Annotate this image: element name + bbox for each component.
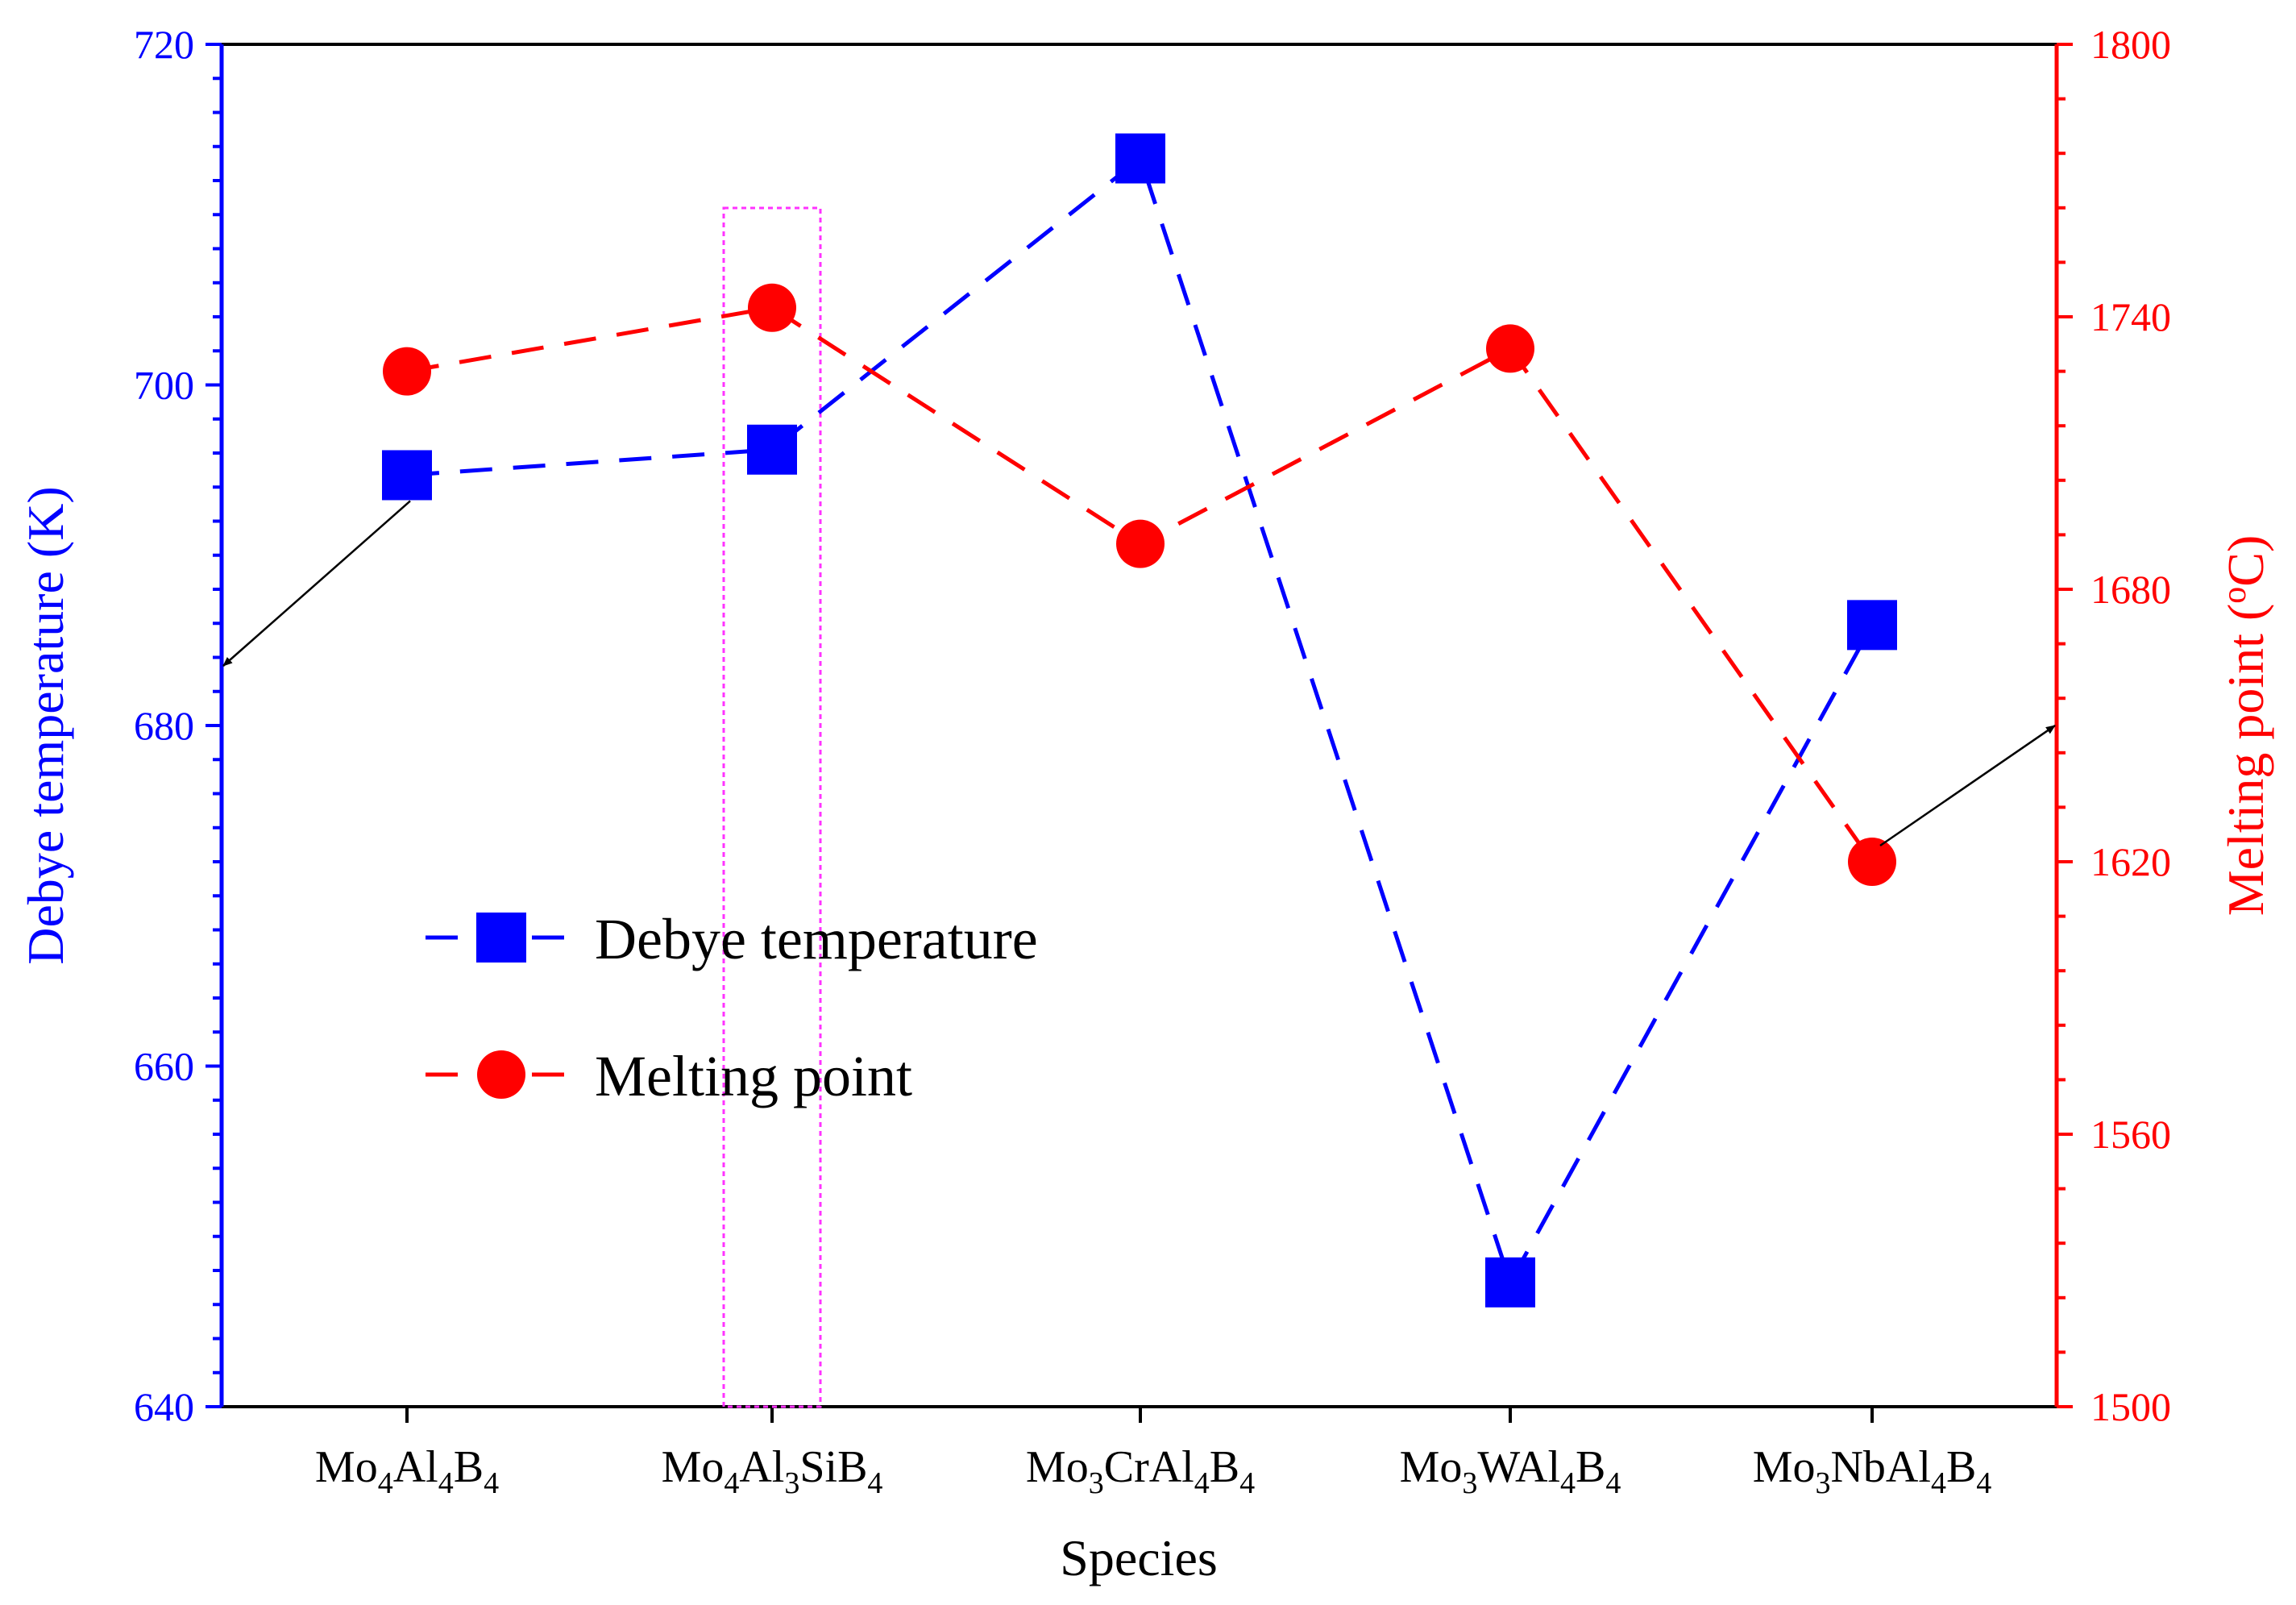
right-tick-label: 1500 (2090, 1384, 2171, 1429)
left-tick-label: 640 (134, 1384, 194, 1429)
x-tick-label: Mo3WAl4B4 (1400, 1442, 1621, 1500)
data-point-square (747, 424, 797, 475)
left-tick-label: 680 (134, 703, 194, 748)
data-point-square (1485, 1257, 1535, 1308)
data-point-circle (748, 283, 796, 332)
data-point-square (382, 450, 432, 501)
right-axis-arrow (1879, 724, 2056, 847)
data-point-circle (1116, 519, 1165, 568)
series-line (406, 306, 1875, 863)
x-tick-label: Mo3NbAl4B4 (1753, 1442, 1992, 1500)
legend-square-marker (476, 913, 526, 963)
left-tick-label: 720 (134, 22, 194, 67)
left-y-axis-title: Debye temperature (K) (17, 486, 74, 964)
right-tick-label: 1620 (2090, 839, 2171, 884)
right-y-axis-title: Melting point (oC) (2216, 535, 2274, 917)
highlight-box (722, 206, 822, 1408)
data-point-circle (383, 347, 431, 396)
x-tick-label: Mo4Al3SiB4 (662, 1442, 883, 1500)
x-tick-label: Mo3CrAl4B4 (1026, 1442, 1255, 1500)
right-tick-label: 1740 (2090, 294, 2171, 339)
x-tick-label: Mo4Al4B4 (315, 1442, 499, 1500)
legend-label: Debye temperature (595, 907, 1038, 971)
left-tick-label: 660 (134, 1044, 194, 1089)
right-tick-label: 1560 (2090, 1112, 2171, 1157)
right-tick-label: 1680 (2090, 567, 2171, 612)
series-line (406, 155, 1875, 1288)
data-point-square (1115, 133, 1165, 184)
data-point-circle (1486, 324, 1534, 373)
x-axis-title: Species (1060, 1529, 1218, 1586)
data-point-square (1847, 600, 1897, 651)
data-point-circle (1848, 838, 1896, 886)
left-tick-label: 700 (134, 363, 194, 408)
right-tick-label: 1800 (2090, 22, 2171, 67)
left-axis-arrow (222, 500, 411, 667)
legend-circle-marker (477, 1050, 525, 1099)
legend-label: Melting point (595, 1044, 912, 1108)
